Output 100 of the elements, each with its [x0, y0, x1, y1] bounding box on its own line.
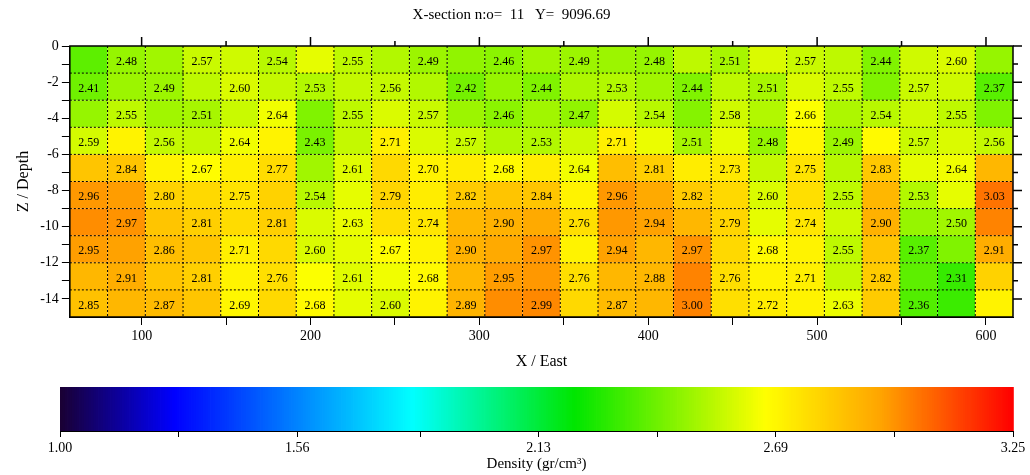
data-label: 2.76 [719, 270, 741, 285]
data-label: 2.49 [153, 80, 175, 95]
data-label: 2.61 [342, 270, 364, 285]
x-tick-label: 100 [131, 328, 153, 344]
data-label: 2.42 [455, 80, 477, 95]
data-label: 2.90 [493, 216, 515, 231]
y-tick-label: -14 [40, 290, 59, 306]
data-label: 2.51 [719, 53, 741, 68]
color-bar-title: Density (gr/cm³) [486, 454, 587, 472]
data-label: 2.60 [945, 53, 967, 68]
data-label: 2.84 [115, 162, 137, 177]
data-label: 2.49 [832, 135, 854, 150]
data-label: 2.31 [945, 270, 967, 285]
data-label: 2.86 [153, 243, 175, 258]
data-label: 2.97 [681, 243, 703, 258]
data-label: 2.71 [795, 270, 817, 285]
data-label: 2.57 [417, 107, 439, 122]
data-label: 2.43 [304, 135, 326, 150]
data-label: 2.82 [455, 189, 477, 204]
data-label: 2.56 [983, 135, 1005, 150]
data-label: 2.81 [644, 162, 666, 177]
data-label: 2.71 [606, 135, 628, 150]
data-label: 2.56 [380, 80, 402, 95]
data-label: 2.64 [945, 162, 967, 177]
data-label: 2.96 [78, 189, 100, 204]
data-label: 2.68 [493, 162, 515, 177]
data-label: 2.51 [191, 107, 213, 122]
data-label: 2.63 [342, 216, 364, 231]
data-label: 2.97 [115, 216, 137, 231]
data-label: 2.55 [832, 80, 854, 95]
data-label: 2.81 [191, 216, 213, 231]
data-label: 2.97 [530, 243, 552, 258]
data-label: 2.60 [380, 297, 402, 312]
data-label: 2.76 [568, 216, 590, 231]
data-label: 2.87 [153, 297, 175, 312]
data-label: 2.54 [870, 107, 892, 122]
x-tick-label: 400 [637, 328, 659, 344]
data-label: 2.74 [795, 216, 817, 231]
data-label: 2.64 [568, 162, 590, 177]
y-tick-label: -4 [47, 109, 59, 125]
data-label: 2.44 [681, 80, 703, 95]
data-label: 2.99 [530, 297, 552, 312]
data-label: 2.55 [342, 107, 364, 122]
data-label: 2.95 [493, 270, 515, 285]
data-label: 2.79 [719, 216, 741, 231]
data-label: 2.44 [870, 53, 892, 68]
data-label: 2.75 [229, 189, 251, 204]
data-label: 2.76 [266, 270, 288, 285]
data-label: 2.60 [229, 80, 251, 95]
data-label: 2.87 [606, 297, 628, 312]
data-label: 2.48 [644, 53, 666, 68]
data-label: 2.90 [870, 216, 892, 231]
y-tick-label: -6 [47, 146, 59, 162]
data-label: 2.80 [153, 189, 175, 204]
data-label: 2.57 [908, 135, 930, 150]
data-label: 2.48 [115, 53, 137, 68]
data-label: 2.50 [945, 216, 967, 231]
data-label: 2.82 [870, 270, 892, 285]
data-label: 2.54 [644, 107, 666, 122]
data-label: 2.71 [380, 135, 402, 150]
data-label: 2.58 [719, 107, 741, 122]
data-label: 2.46 [493, 107, 515, 122]
data-label: 2.75 [795, 162, 817, 177]
data-label: 2.69 [229, 297, 251, 312]
data-label: 2.55 [832, 189, 854, 204]
data-label: 2.81 [266, 216, 288, 231]
data-label: 2.41 [78, 80, 100, 95]
data-label: 2.64 [266, 107, 288, 122]
data-label: 2.83 [870, 162, 892, 177]
chart-title: X-section n:o= 11 Y= 9096.69 [412, 5, 611, 22]
x-tick-label: 200 [300, 328, 321, 344]
y-tick-label: -12 [40, 254, 59, 270]
data-label: 2.48 [757, 135, 779, 150]
data-label: 2.59 [78, 135, 100, 150]
data-label: 2.57 [455, 135, 477, 150]
data-label: 2.64 [229, 135, 251, 150]
data-label: 2.76 [568, 270, 590, 285]
data-label: 2.72 [757, 297, 779, 312]
y-tick-label: -2 [47, 73, 59, 89]
data-label: 2.68 [304, 297, 326, 312]
color-bar-label: 1.56 [284, 440, 310, 456]
data-label: 2.57 [908, 80, 930, 95]
color-bar-label: 2.13 [526, 440, 551, 456]
data-label: 2.68 [417, 270, 439, 285]
data-label: 2.91 [115, 270, 137, 285]
data-label: 2.91 [983, 243, 1005, 258]
data-label: 2.57 [191, 53, 213, 68]
data-label: 2.68 [757, 243, 779, 258]
data-label: 2.67 [191, 162, 213, 177]
data-label: 2.94 [644, 216, 666, 231]
data-label: 2.57 [795, 53, 817, 68]
data-label: 2.53 [530, 135, 552, 150]
data-label: 2.37 [908, 243, 930, 258]
data-label: 2.37 [983, 80, 1005, 95]
data-label: 2.51 [757, 80, 779, 95]
x-axis-title: X / East [515, 351, 568, 369]
data-label: 2.74 [417, 216, 439, 231]
color-bar-label: 2.69 [763, 440, 789, 456]
y-tick-label: -10 [40, 218, 59, 234]
data-label: 2.61 [342, 162, 364, 177]
